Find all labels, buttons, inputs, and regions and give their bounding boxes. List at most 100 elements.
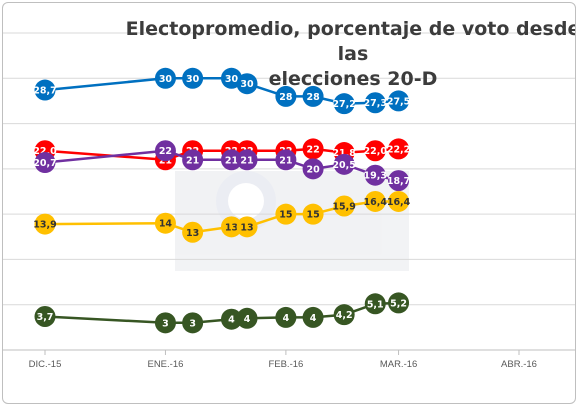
- series-3-data-label-1: 14: [159, 219, 173, 230]
- series-0-point-7: [333, 93, 355, 115]
- series-2-point-5: [275, 149, 297, 171]
- series-0-data-label-0: 28,7: [33, 86, 56, 97]
- series-4-point-2: [182, 312, 204, 334]
- series-3-point-8: [364, 190, 386, 212]
- series-2-point-3: [220, 149, 242, 171]
- series-layer: 28,730303030282827,227,327,522,021222222…: [33, 67, 411, 334]
- series-0-data-label-3: 30: [225, 74, 239, 85]
- x-axis: DIC.-15 ENE.-16 FEB.-16 MAR.-16 ABR.-16: [3, 349, 575, 370]
- series-2-data-label-6: 20: [306, 164, 320, 175]
- series-3-point-4: [236, 216, 258, 238]
- series-3-point-1: [154, 212, 176, 234]
- series-2-point-9: [388, 170, 410, 192]
- series-1-data-label-6: 22: [306, 144, 319, 155]
- series-3-point-5: [275, 203, 297, 225]
- series-4-point-0: [34, 305, 56, 327]
- series-0-point-6: [302, 85, 324, 107]
- chart-title: Electopromedio, porcentaje de voto desde…: [125, 18, 576, 90]
- watermark-logo: [175, 171, 409, 271]
- series-2-data-label-0: 20,7: [33, 158, 56, 169]
- series-3-data-label-7: 15,9: [332, 201, 355, 212]
- series-4-line: [44, 301, 399, 325]
- series-0-data-label-7: 27,2: [332, 99, 355, 110]
- series-4-data-label-9: 5,2: [390, 298, 407, 309]
- series-4-data-label-1: 3: [162, 318, 169, 329]
- series-1-data-label-0: 22,0: [33, 146, 57, 157]
- series-0-data-label-5: 28: [279, 92, 293, 103]
- series-0-data-label-9: 27,5: [387, 96, 410, 107]
- series-0-data-label-4: 30: [240, 79, 254, 90]
- series-2-point-7: [333, 153, 355, 175]
- series-4-data-label-7: 4,2: [336, 310, 353, 321]
- series-0-point-1: [154, 67, 176, 89]
- series-2-data-label-9: 18,7: [387, 176, 410, 187]
- series-3-point-3: [220, 216, 242, 238]
- series-4-point-4: [236, 307, 258, 329]
- series-0-line: [44, 77, 399, 105]
- series-4-data-label-0: 3,7: [37, 312, 54, 323]
- series-4-data-label-5: 4: [283, 313, 290, 324]
- series-0-data-label-1: 30: [159, 74, 173, 85]
- series-2-point-1: [154, 140, 176, 162]
- series-3-point-2: [182, 221, 204, 243]
- series-2-data-label-7: 20,5: [332, 160, 355, 171]
- series-2-data-label-3: 21: [225, 155, 238, 166]
- series-2-data-label-1: 22: [159, 146, 172, 157]
- series-2-data-label-5: 21: [279, 155, 292, 166]
- series-0-point-2: [182, 67, 204, 89]
- series-3-point-9: [388, 190, 410, 212]
- series-2-point-0: [34, 152, 56, 174]
- x-tick-label-1: ENE.-16: [147, 359, 183, 370]
- series-4-data-label-4: 4: [244, 314, 251, 325]
- line-chart: DIC.-15 ENE.-16 FEB.-16 MAR.-16 ABR.-16 28,7…: [3, 32, 575, 370]
- series-1-data-label-9: 22,2: [387, 144, 410, 155]
- series-4: 3,73 3 4 4 4 4 4,25,1 5,2: [34, 292, 410, 334]
- series-4-data-label-3: 4: [228, 315, 235, 326]
- series-3-data-label-2: 13: [186, 228, 199, 239]
- series-4-point-8: [364, 293, 386, 315]
- series-2-line: [44, 149, 399, 182]
- series-0-data-label-2: 30: [186, 74, 200, 85]
- series-3-data-label-3: 13: [225, 222, 238, 233]
- series-4-point-3: [220, 308, 242, 330]
- x-tick-label-4: ABR.-16: [501, 359, 537, 370]
- series-3-data-label-5: 15: [279, 210, 292, 221]
- series-1-point-6: [302, 138, 324, 160]
- series-3-data-label-9: 16,4: [387, 197, 411, 208]
- x-tick-label-2: FEB.-16: [268, 359, 303, 370]
- series-1-data-label-7: 21,8: [332, 148, 356, 159]
- series-2-data-label-8: 19,3: [364, 171, 387, 182]
- series-4-point-9: [388, 292, 410, 314]
- series-3-line: [44, 200, 399, 234]
- series-2-data-label-4: 21: [240, 155, 253, 166]
- series-0-point-4: [236, 73, 258, 95]
- series-4-point-1: [154, 312, 176, 334]
- series-3-data-label-0: 13,9: [33, 220, 56, 231]
- series-1-data-label-8: 22,0: [364, 146, 388, 157]
- series-4-point-7: [333, 304, 355, 326]
- series-2-point-2: [182, 149, 204, 171]
- series-3-point-0: [34, 213, 56, 235]
- series-1-point-8: [364, 140, 386, 162]
- chart-frame: DIC.-15 ENE.-16 FEB.-16 MAR.-16 ABR.-16 28,7…: [2, 2, 576, 404]
- series-0-point-8: [364, 92, 386, 114]
- series-4-data-label-6: 4: [310, 313, 317, 324]
- series-4-point-5: [275, 306, 297, 328]
- series-3-data-label-8: 16,4: [364, 197, 388, 208]
- series-2-point-8: [364, 164, 386, 186]
- series-0-data-label-6: 28: [306, 92, 320, 103]
- series-0-point-0: [34, 79, 56, 101]
- series-1-point-9: [388, 138, 410, 160]
- series-4-point-6: [302, 306, 324, 328]
- series-2-data-label-2: 21: [186, 155, 199, 166]
- series-0-point-5: [275, 85, 297, 107]
- series-3-point-6: [302, 203, 324, 225]
- series-4-data-label-8: 5,1: [367, 299, 384, 310]
- series-3-point-7: [333, 195, 355, 217]
- series-0-point-9: [388, 90, 410, 112]
- series-3-data-label-4: 13: [240, 222, 253, 233]
- x-tick-label-0: DIC.-15: [29, 359, 62, 370]
